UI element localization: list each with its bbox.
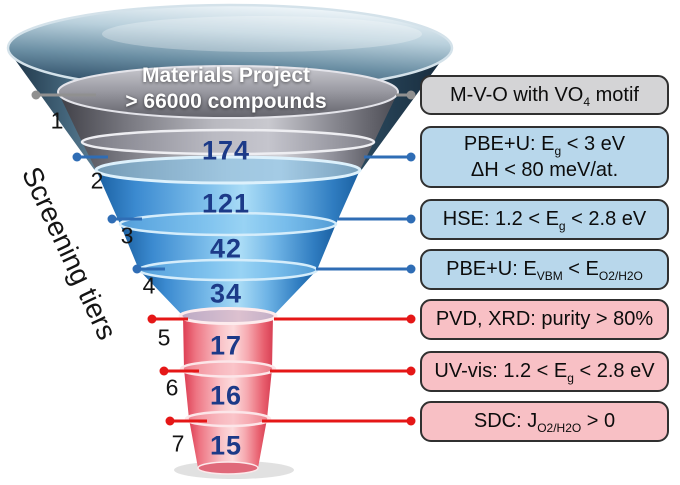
funnel-source-label: Materials Project > 66000 compounds (125, 63, 326, 116)
funnel-count-tier3: 42 (209, 233, 243, 264)
funnel-section-tier6 (184, 369, 272, 426)
criteria-box-tier1: M-V-O with VO4 motif (420, 75, 669, 115)
funnel-mouth-highlight (102, 16, 422, 52)
tier-number-5: 5 (157, 324, 171, 351)
tier5-right-dot (406, 314, 416, 324)
criteria-box-tier5-text: PVD, XRD: purity > 80% (435, 308, 654, 331)
funnel-section-tier3 (120, 224, 336, 280)
tier-number-6: 6 (165, 374, 179, 401)
funnel-source-line1: Materials Project (141, 64, 311, 87)
criteria-box-tier6-text: UV-vis: 1.2 < Eg < 2.8 eV (434, 360, 655, 386)
funnel-count-tier2: 121 (201, 188, 251, 219)
criteria-box-tier7: SDC: JO2/H2O > 0 (420, 401, 669, 442)
funnel-count-tier4: 34 (209, 278, 243, 309)
tier3-left-dot (107, 214, 117, 224)
funnel-section-tier5 (183, 316, 273, 376)
tier7-left-dot (165, 416, 175, 426)
criteria-box-tier6: UV-vis: 1.2 < Eg < 2.8 eV (420, 351, 669, 392)
tier-connector-dots (31, 90, 416, 426)
funnel-source-line2: > 66000 compounds (125, 90, 327, 114)
criteria-box-tier3-text: HSE: 1.2 < Eg < 2.8 eV (442, 208, 647, 234)
criteria-box-tier7-text: SDC: JO2/H2O > 0 (473, 410, 616, 436)
funnel-rim-tier5 (178, 307, 278, 325)
criteria-box-tier2: PBE+U: Eg < 3 eV ΔH < 80 meV/at. (420, 126, 669, 188)
criteria-box-tier2-line1: PBE+U: Eg < 3 eV (463, 132, 626, 158)
tier-number-3: 3 (120, 222, 134, 249)
funnel-rim-tier7 (184, 410, 272, 428)
tier3-right-dot (406, 214, 416, 224)
tier-number-1: 1 (50, 107, 64, 134)
tier2-right-dot (406, 152, 416, 162)
tier4-left-dot (132, 264, 142, 274)
funnel-rim-tier2 (94, 155, 362, 185)
tier2-left-dot (72, 152, 82, 162)
funnel-section-tier4 (139, 270, 317, 323)
tier-number-4: 4 (142, 272, 156, 299)
funnel-count-tier1: 174 (201, 135, 251, 166)
tier1-right-dot (406, 90, 416, 100)
funnel-count-tier7: 15 (209, 430, 243, 461)
tier6-left-dot (159, 366, 169, 376)
criteria-box-tier5: PVD, XRD: purity > 80% (420, 299, 669, 340)
criteria-box-tier3: HSE: 1.2 < Eg < 2.8 eV (420, 199, 669, 240)
tier4-right-dot (406, 264, 416, 274)
criteria-box-tier2-line2: ΔH < 80 meV/at. (470, 159, 619, 181)
tier1-left-dot (31, 90, 41, 100)
funnel-rim-tier3 (118, 211, 338, 237)
criteria-box-tier1-text: M-V-O with VO4 motif (450, 83, 639, 109)
criteria-box-tier4: PBE+U: EVBM < EO2/H2O (420, 249, 669, 290)
funnel-section-tier2 (96, 170, 360, 235)
tier-connectors (36, 93, 411, 423)
tier7-right-dot (406, 416, 416, 426)
criteria-box-tier4-text: PBE+U: EVBM < EO2/H2O (446, 258, 643, 284)
funnel-source-rim (57, 65, 399, 119)
tier-number-7: 7 (171, 430, 185, 457)
funnel-section-source (58, 92, 398, 154)
funnel-section-tier7 (189, 419, 267, 474)
funnel-outlet (197, 461, 259, 475)
tier-number-2: 2 (90, 167, 104, 194)
funnel-rim-tier1 (80, 128, 376, 156)
funnel-count-tier6: 16 (209, 380, 243, 411)
funnel-rim-tier6 (179, 360, 277, 378)
tier6-right-dot (406, 366, 416, 376)
funnel-count-tier5: 17 (209, 330, 243, 361)
tier5-left-dot (147, 314, 157, 324)
